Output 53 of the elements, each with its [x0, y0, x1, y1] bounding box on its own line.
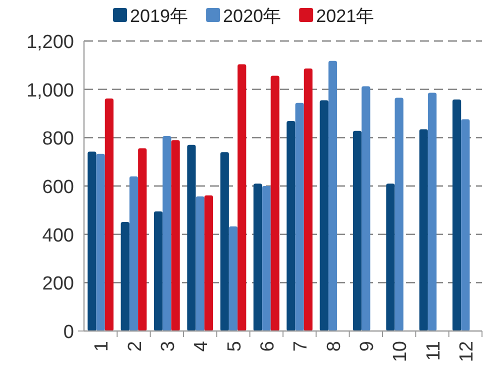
bar — [96, 154, 105, 331]
bar — [120, 222, 130, 331]
bar — [362, 86, 370, 331]
y-tick-label: 600 — [42, 177, 74, 198]
legend-label: 2019年 — [130, 6, 188, 26]
bar — [295, 102, 304, 331]
bar — [204, 195, 214, 331]
bar — [419, 129, 428, 331]
bar — [394, 98, 404, 331]
bar — [286, 120, 296, 331]
y-tick-label: 1,200 — [26, 32, 74, 53]
bar — [238, 64, 246, 331]
legend-label: 2021年 — [316, 6, 374, 26]
bar — [220, 152, 229, 331]
x-tick-label: 3 — [158, 341, 179, 352]
bar — [88, 152, 96, 331]
y-tick-label: 400 — [42, 225, 74, 246]
bar — [304, 68, 313, 331]
bar — [228, 226, 238, 331]
bar — [428, 92, 437, 331]
x-tick-label: 1 — [92, 341, 113, 352]
y-tick-label: 1,000 — [26, 80, 74, 102]
x-tick-label: 6 — [257, 341, 278, 352]
x-tick-label: 8 — [324, 341, 345, 352]
bar — [129, 176, 138, 331]
x-tick-label: 11 — [423, 341, 444, 361]
bar — [461, 119, 470, 331]
x-tick-label: 12 — [456, 341, 478, 362]
bar — [386, 184, 395, 331]
y-tick-label: 800 — [42, 128, 74, 150]
x-tick-label: 4 — [191, 340, 212, 352]
bar — [262, 186, 271, 331]
x-tick-label: 10 — [390, 341, 412, 362]
bar — [138, 148, 147, 331]
bar — [171, 140, 180, 331]
bar — [253, 184, 262, 331]
bar — [187, 144, 196, 331]
bar — [162, 136, 172, 331]
bar — [452, 99, 462, 331]
x-tick-label: 9 — [356, 341, 378, 352]
bar — [196, 196, 204, 331]
bar — [154, 211, 163, 331]
y-tick-label: 200 — [42, 274, 74, 295]
x-tick-label: 2 — [124, 341, 146, 352]
bar — [104, 98, 114, 331]
bar — [270, 76, 280, 331]
x-tick-label: 5 — [224, 341, 246, 352]
y-tick-label: 0 — [63, 322, 74, 343]
x-tick-label: 7 — [290, 341, 312, 352]
legend-label: 2020年 — [223, 6, 282, 26]
bar — [352, 130, 362, 331]
bar — [328, 60, 338, 331]
bar — [320, 100, 328, 331]
